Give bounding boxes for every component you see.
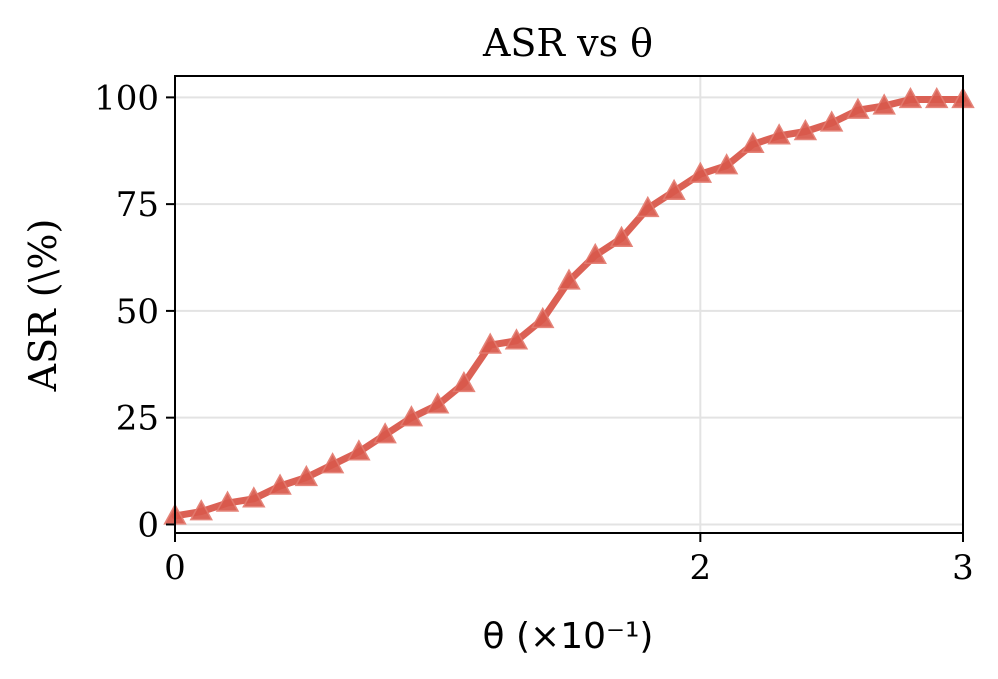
data-point (925, 86, 949, 109)
data-point (583, 242, 607, 265)
data-point (872, 93, 896, 115)
data-point (767, 123, 791, 145)
x-tick-label: 2 (690, 548, 712, 588)
data-point (504, 328, 529, 350)
data-point (320, 452, 345, 474)
y-tick-label: 100 (94, 78, 159, 118)
data-point (242, 486, 266, 508)
data-point (609, 225, 634, 247)
data-point (819, 110, 844, 132)
y-tick-label: 75 (116, 185, 159, 225)
data-point (662, 178, 686, 200)
data-point (531, 306, 555, 329)
series-line (171, 96, 967, 520)
data-point (793, 118, 818, 141)
grid (174, 76, 964, 533)
y-tick-label: 0 (137, 505, 159, 545)
data-point (399, 405, 424, 427)
ticks: 0 25 50 75 100 0 2 3 (94, 78, 974, 588)
data-point (294, 464, 319, 487)
x-axis-label: θ (×10⁻¹) (483, 616, 654, 657)
data-point (189, 499, 213, 521)
series-layer (163, 86, 975, 525)
chart-title: ASR vs θ (482, 21, 653, 65)
data-point (898, 86, 923, 109)
data-point (688, 161, 713, 183)
data-point (268, 473, 292, 495)
data-point (373, 422, 397, 444)
data-point (846, 97, 870, 119)
data-point (215, 490, 240, 512)
y-axis-label: ASR (\%) (21, 219, 65, 393)
data-point (741, 131, 765, 154)
data-point (347, 439, 371, 461)
y-tick-label: 50 (116, 292, 159, 332)
data-point (557, 268, 581, 290)
data-point (478, 332, 502, 354)
data-point (636, 195, 660, 218)
data-point (425, 392, 450, 414)
x-tick-label: 0 (164, 548, 186, 588)
x-tick-label: 3 (952, 548, 974, 588)
y-tick-label: 25 (116, 399, 159, 439)
data-point (452, 370, 476, 393)
data-point (714, 153, 739, 175)
plot-frame (174, 75, 964, 534)
